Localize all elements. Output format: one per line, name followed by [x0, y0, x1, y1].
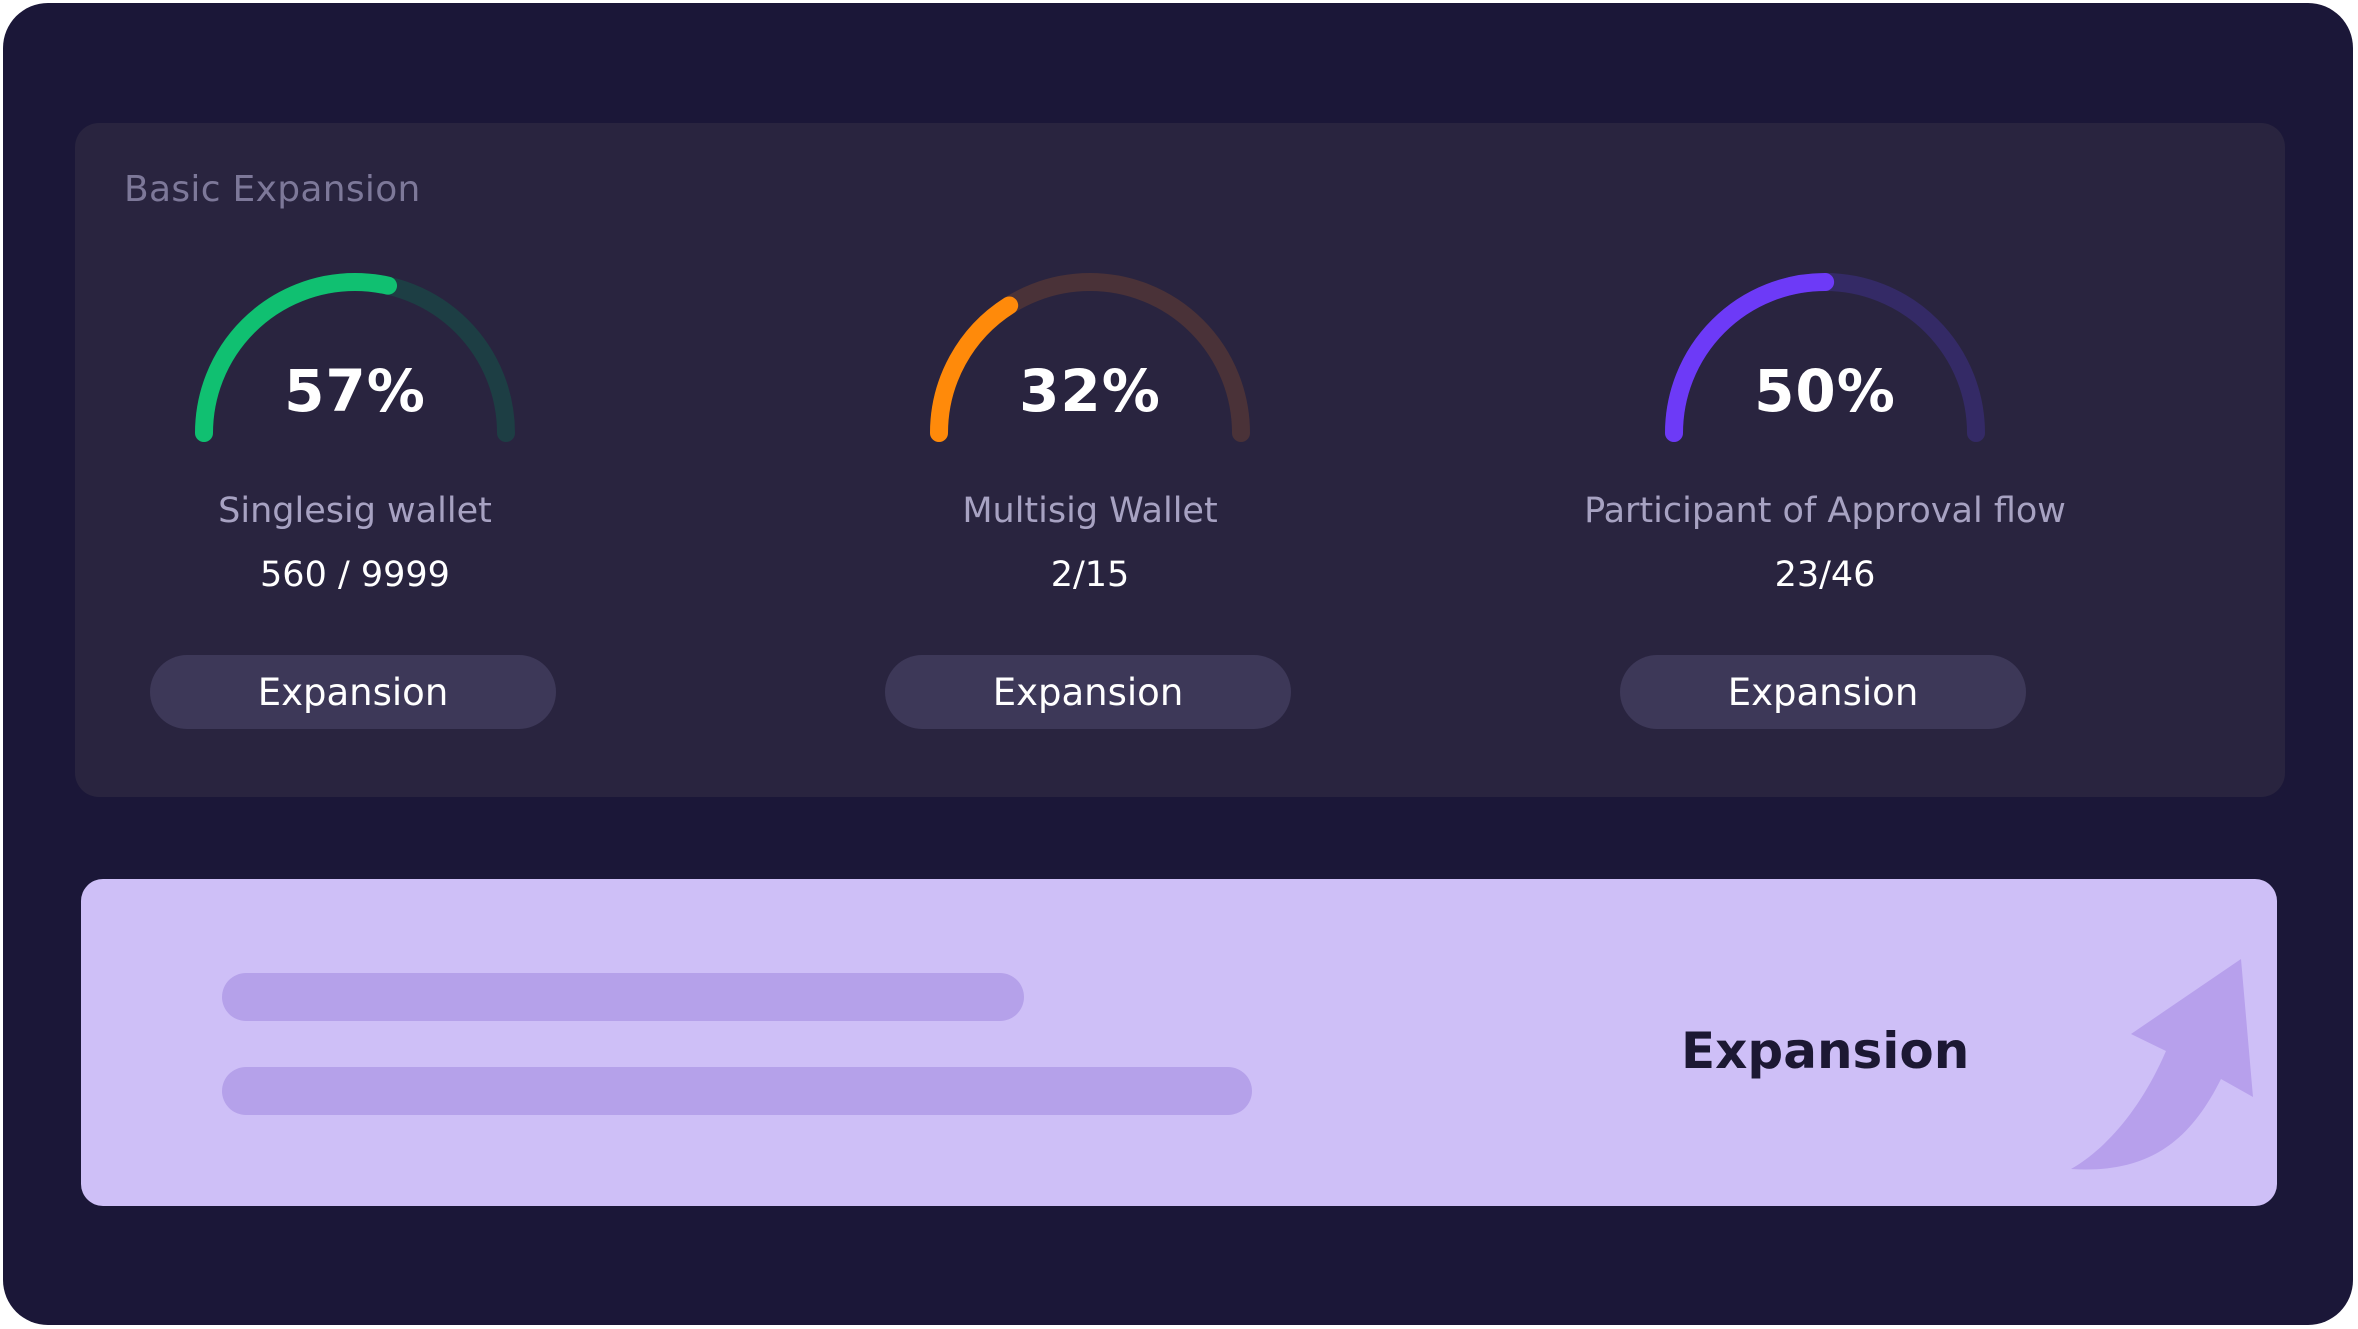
gauge-fill [1665, 273, 1985, 442]
gauge-meter [1665, 273, 1985, 442]
gauge-percent: 32% [1019, 357, 1161, 425]
skeleton-line [222, 1067, 1252, 1115]
gauge-approval-flow: 50% Participant of Approval flow 23/46 E… [1545, 123, 2105, 797]
singlesig-expansion-button[interactable]: Expansion [150, 655, 556, 729]
gauge-label: Participant of Approval flow [1584, 491, 2066, 531]
approval-expansion-button[interactable]: Expansion [1620, 655, 2026, 729]
skeleton-line [222, 973, 1024, 1021]
gauge-fill [195, 273, 515, 442]
gauge-count: 560 / 9999 [260, 555, 450, 595]
gauge-multisig: 32% Multisig Wallet 2/15 Expansion [810, 123, 1370, 797]
card-title: Basic Expansion [124, 169, 421, 210]
gauge-fill [930, 273, 1250, 442]
gauge-meter [930, 273, 1250, 442]
gauge-label: Multisig Wallet [962, 491, 1218, 531]
gauge-meter [195, 273, 515, 442]
banner-label: Expansion [1681, 1022, 1970, 1080]
basic-expansion-card: Basic Expansion 57% Singlesig wallet 560… [75, 123, 2285, 797]
gauge-singlesig: 57% Singlesig wallet 560 / 9999 Expansio… [75, 123, 635, 797]
app-frame: Basic Expansion 57% Singlesig wallet 560… [3, 3, 2353, 1325]
gauge-count: 2/15 [1050, 555, 1130, 595]
curved-arrow-icon [2071, 959, 2253, 1170]
gauge-count: 23/46 [1774, 555, 1876, 595]
expansion-banner[interactable]: Expansion [81, 879, 2277, 1206]
gauge-percent: 57% [284, 357, 426, 425]
gauge-label: Singlesig wallet [218, 491, 492, 531]
gauge-percent: 50% [1754, 357, 1896, 425]
multisig-expansion-button[interactable]: Expansion [885, 655, 1291, 729]
